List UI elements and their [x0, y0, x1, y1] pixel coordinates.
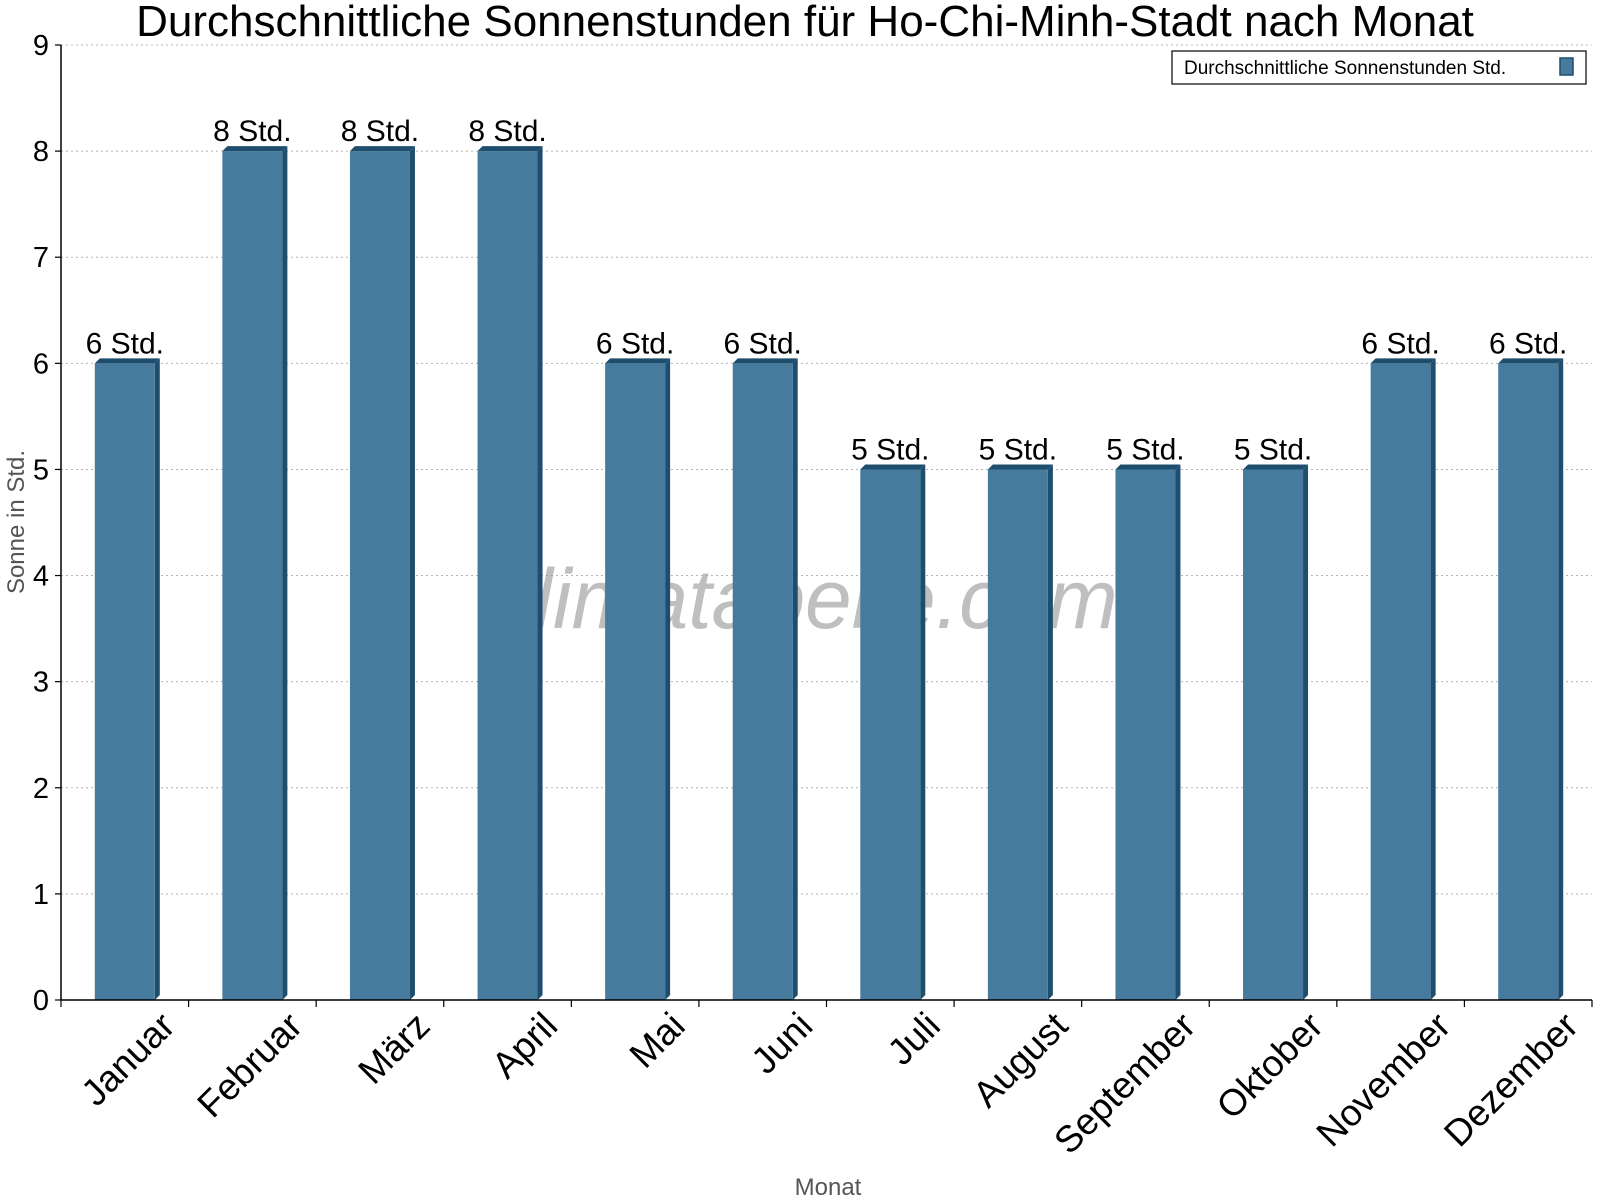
bar-januar [94, 363, 155, 1000]
bar-side-november [1430, 358, 1436, 1000]
x-tick-label-juni: Juni [743, 1005, 820, 1082]
y-tick-label-2: 2 [33, 773, 49, 805]
x-tick-label-august: August [965, 1004, 1076, 1115]
data-label-märz: 8 Std. [341, 115, 419, 148]
y-tick-label-8: 8 [33, 136, 49, 168]
bar-top-juli [860, 464, 926, 470]
x-tick-label-märz: März [350, 1005, 437, 1092]
data-labels: 6 Std. 8 Std. 8 Std. 8 Std. 6 Std. 6 Std. 5 St… [86, 115, 1568, 466]
bar-september [1115, 469, 1176, 1000]
bar-november [1370, 363, 1431, 1000]
bar-februar [222, 151, 283, 1001]
x-tick-label-mai: Mai [622, 1005, 693, 1076]
bar-top-dezember [1498, 358, 1564, 364]
bar-juli [860, 469, 921, 1000]
y-tick-label-4: 4 [33, 561, 49, 593]
data-label-juli: 5 Std. [851, 433, 929, 466]
bar-side-januar [154, 358, 160, 1000]
bar-side-märz [409, 146, 415, 1001]
x-axis-labels: Januar Februar März April Mai Juni Juli AugustS… [73, 1004, 1585, 1161]
bar-top-oktober [1243, 464, 1309, 470]
bar-top-november [1370, 358, 1436, 364]
y-tick-label-5: 5 [33, 454, 49, 486]
data-label-mai: 6 Std. [596, 327, 674, 360]
bar-top-april [477, 146, 543, 152]
chart-title: Durchschnittliche Sonnenstunden für Ho-C… [136, 0, 1474, 46]
x-tick-label-februar: Februar [189, 1005, 310, 1126]
y-axis-ticks: 0 1 2 3 4 5 6 7 8 9 [33, 30, 61, 1017]
bar-side-august [1047, 464, 1053, 1000]
data-label-juni: 6 Std. [724, 327, 802, 360]
bar-juni [732, 363, 793, 1000]
data-label-november: 6 Std. [1361, 327, 1439, 360]
data-label-februar: 8 Std. [213, 115, 291, 148]
bar-dezember [1498, 363, 1559, 1000]
bar-august [987, 469, 1048, 1000]
bar-side-mai [665, 358, 671, 1000]
bar-side-april [537, 146, 543, 1001]
x-axis-title: Monat [795, 1174, 862, 1200]
bar-top-februar [222, 146, 288, 152]
bar-top-märz [349, 146, 415, 152]
legend-box [1171, 50, 1587, 85]
data-label-august: 5 Std. [979, 433, 1057, 466]
data-label-januar: 6 Std. [86, 327, 164, 360]
bar-april [477, 151, 538, 1001]
x-tick-label-november: November [1309, 1005, 1459, 1155]
bar-top-august [987, 464, 1053, 470]
bar-top-september [1115, 464, 1181, 470]
data-label-september: 5 Std. [1106, 433, 1184, 466]
x-tick-label-dezember: Dezember [1436, 1005, 1586, 1155]
data-label-oktober: 5 Std. [1234, 433, 1312, 466]
x-tick-label-juli: Juli [880, 1005, 948, 1073]
bar-side-september [1175, 464, 1181, 1000]
y-tick-label-1: 1 [33, 879, 49, 911]
x-tick-label-januar: Januar [73, 1005, 182, 1114]
bar-side-februar [282, 146, 288, 1001]
grid-lines [61, 44, 1592, 895]
y-tick-label-3: 3 [33, 667, 49, 699]
y-tick-label-9: 9 [33, 30, 49, 62]
bar-side-dezember [1558, 358, 1564, 1000]
y-tick-label-0: 0 [33, 985, 49, 1017]
bar-series [94, 146, 1564, 1001]
axes [60, 45, 1593, 1007]
bar-märz [349, 151, 410, 1001]
x-tick-label-april: April [484, 1005, 565, 1086]
y-tick-label-6: 6 [33, 348, 49, 380]
bar-oktober [1243, 469, 1304, 1000]
bar-top-juni [732, 358, 798, 364]
bar-side-juli [920, 464, 926, 1000]
bar-top-mai [605, 358, 671, 364]
bar-top-januar [94, 358, 160, 364]
bar-side-oktober [1303, 464, 1309, 1000]
data-label-dezember: 6 Std. [1489, 327, 1567, 360]
y-tick-label-7: 7 [33, 242, 49, 274]
legend: Durchschnittliche Sonnenstunden Std. [1171, 50, 1587, 85]
y-axis-title: Sonne in Std. [3, 450, 30, 594]
bar-mai [605, 363, 666, 1000]
data-label-april: 8 Std. [468, 115, 546, 148]
bar-side-juni [792, 358, 798, 1000]
legend-swatch [1559, 57, 1574, 76]
legend-label: Durchschnittliche Sonnenstunden Std. [1184, 58, 1506, 79]
x-tick-label-oktober: Oktober [1209, 1005, 1331, 1127]
